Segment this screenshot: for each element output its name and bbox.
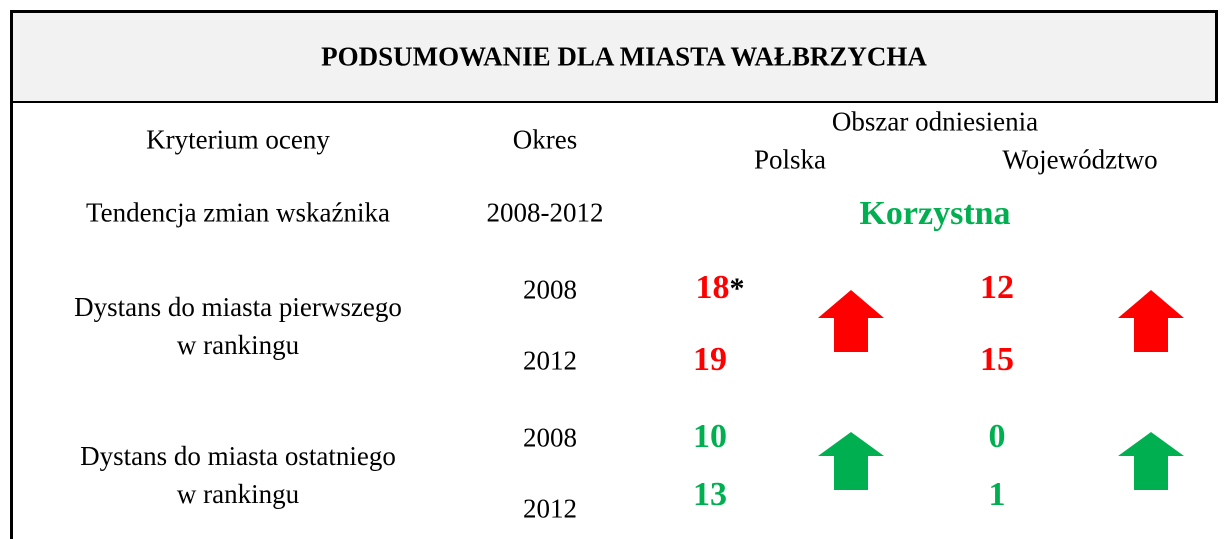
note-mark: * <box>729 272 745 305</box>
arrow-up-green <box>818 432 884 490</box>
col-header: Kryterium oceny <box>146 124 330 155</box>
value: 15 <box>980 341 1014 378</box>
header-box <box>10 10 1218 103</box>
arrow-up-red <box>1118 290 1184 352</box>
value: 0 <box>988 418 1006 455</box>
col-header: Okres <box>512 124 578 155</box>
col-header: Obszar odniesienia <box>831 106 1039 137</box>
criterion-line: Dystans do miasta pierwszego <box>74 292 402 322</box>
criterion: Dystans do miasta ostatniego w rankingu <box>80 437 396 513</box>
value: 18 <box>695 269 730 306</box>
col-header: Polska <box>753 144 827 175</box>
criterion-line: w rankingu <box>176 479 300 509</box>
criterion-line: Dystans do miasta ostatniego <box>80 441 396 471</box>
period: 2012 <box>523 345 577 376</box>
criterion: Tendencja zmian wskaźnika <box>86 197 390 228</box>
value: 13 <box>693 476 727 513</box>
value: 12 <box>980 269 1014 306</box>
title: PODSUMOWANIE DLA MIASTA WAŁBRZYCHA <box>321 41 927 72</box>
period: 2008 <box>523 422 577 453</box>
value: 1 <box>988 476 1006 513</box>
criterion-line: w rankingu <box>176 330 300 360</box>
value: 19 <box>693 341 727 378</box>
col-header: Województwo <box>1002 144 1158 175</box>
value-cell: 18* <box>696 269 745 307</box>
result: Korzystna <box>859 195 1011 232</box>
arrow-up-green <box>1118 432 1184 490</box>
criterion: Dystans do miasta pierwszego w rankingu <box>74 288 402 364</box>
period: 2008 <box>523 274 577 305</box>
arrow-up-red <box>818 290 884 352</box>
period: 2008-2012 <box>486 197 604 228</box>
period: 2012 <box>523 493 577 524</box>
value: 10 <box>693 418 727 455</box>
left-border <box>10 98 13 539</box>
